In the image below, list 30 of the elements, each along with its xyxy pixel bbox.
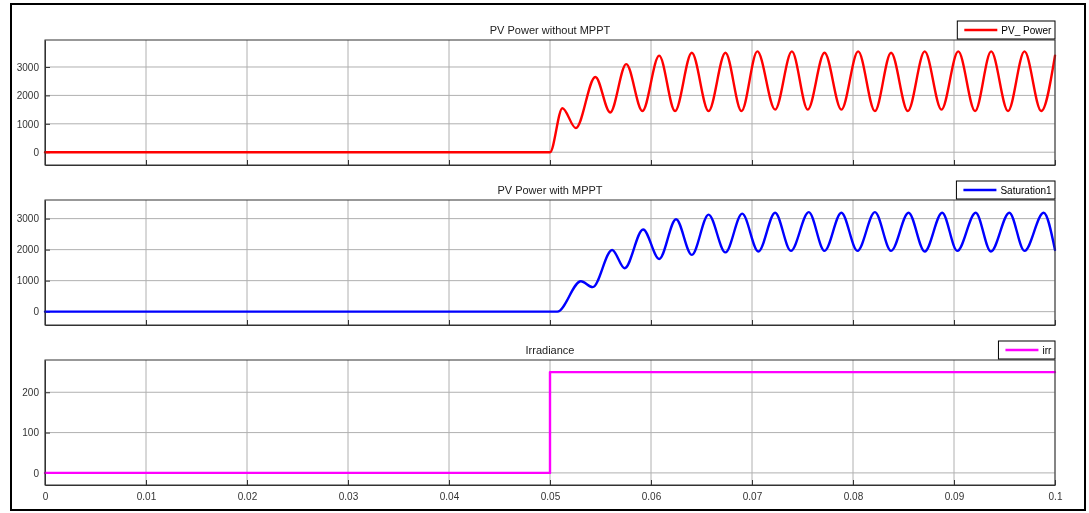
x-tick-label: 0 xyxy=(42,491,49,503)
x-tick-label: 0.03 xyxy=(338,491,359,503)
x-tick-label: 0.09 xyxy=(944,491,965,503)
legend-label: PV_ Power xyxy=(1001,24,1052,36)
legend-label: Saturation1 xyxy=(1000,184,1052,196)
y-tick-label: 200 xyxy=(22,386,40,398)
x-tick-label: 0.06 xyxy=(641,491,662,503)
x-tick-label: 0.01 xyxy=(136,491,157,503)
chart-title: Irradiance xyxy=(525,344,575,356)
y-tick-label: 0 xyxy=(33,146,40,158)
y-tick-label: 3000 xyxy=(16,213,40,225)
y-tick-label: 2000 xyxy=(16,244,40,256)
line-series xyxy=(43,50,1057,154)
y-tick-label: 100 xyxy=(22,427,40,439)
legend-label: irr xyxy=(1042,344,1052,356)
x-tick-label: 0.07 xyxy=(742,491,763,503)
x-tick-label: 0.08 xyxy=(843,491,864,503)
x-tick-label: 0.04 xyxy=(439,491,460,503)
x-tick-label: 0.05 xyxy=(540,491,561,503)
chart-title: PV Power with MPPT xyxy=(497,184,603,196)
x-tick-label: 0.02 xyxy=(237,491,258,503)
y-tick-label: 1000 xyxy=(16,275,40,287)
y-tick-label: 3000 xyxy=(16,61,40,73)
y-tick-label: 2000 xyxy=(16,90,40,102)
chart-title: PV Power without MPPT xyxy=(489,24,611,36)
y-tick-label: 1000 xyxy=(16,118,40,130)
y-tick-label: 0 xyxy=(33,306,40,318)
x-tick-label: 0.1 xyxy=(1048,491,1063,503)
line-series xyxy=(43,210,1057,313)
y-tick-label: 0 xyxy=(33,467,40,479)
